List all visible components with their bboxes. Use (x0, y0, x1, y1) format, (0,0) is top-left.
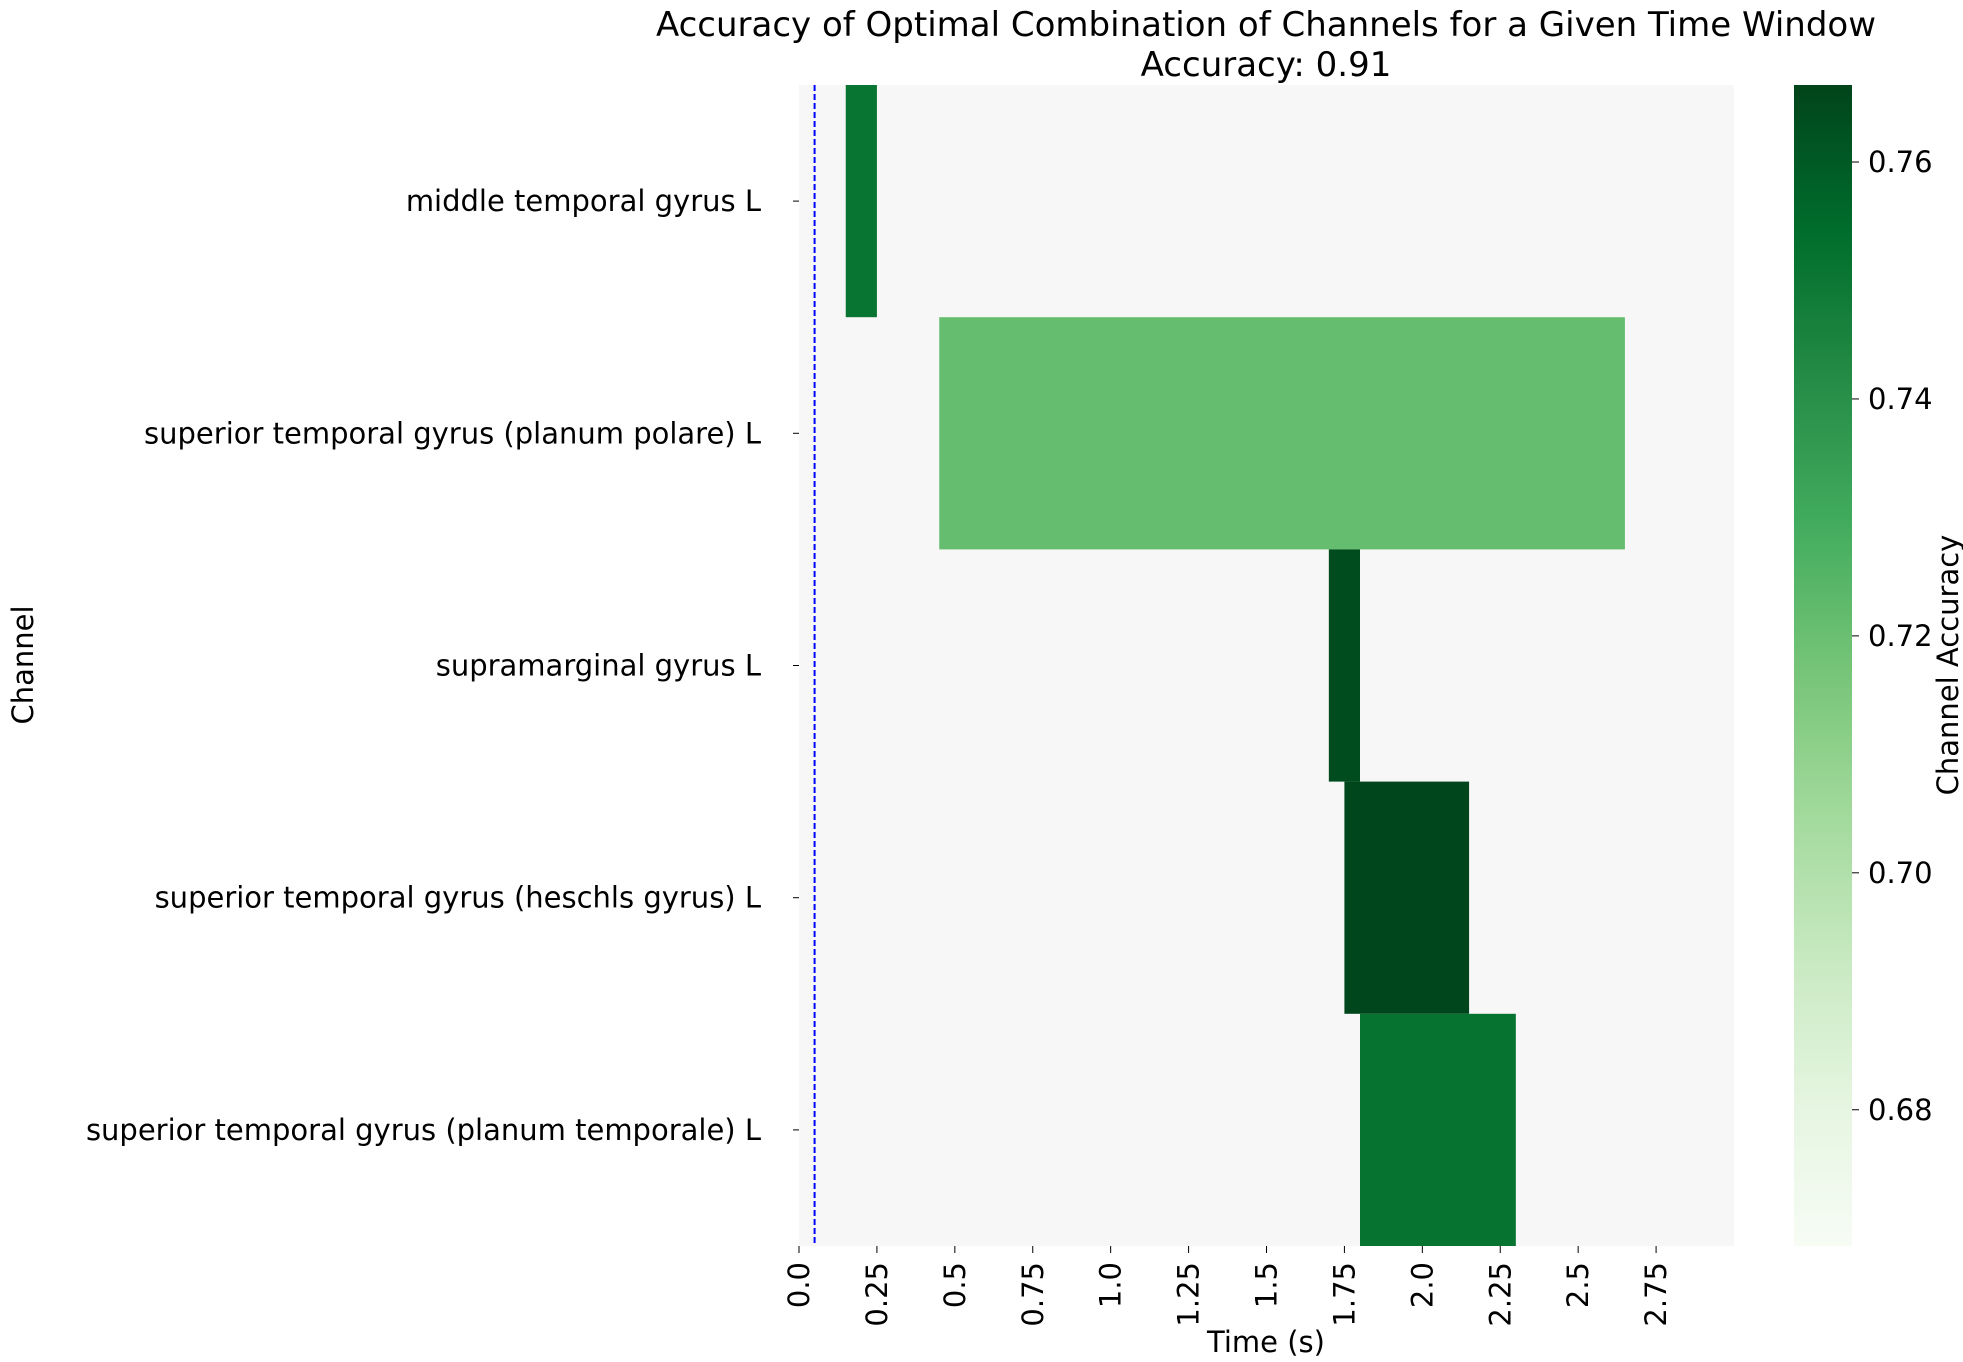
y-tick-label: superior temporal gyrus (planum temporal… (86, 1113, 761, 1147)
x-tick-label: 2.25 (1483, 1262, 1517, 1327)
colorbar-label: Channel Accuracy (1931, 535, 1963, 796)
colorbar-tick-label: 0.76 (1868, 145, 1933, 179)
x-tick-label: 1.5 (1250, 1262, 1284, 1308)
y-axis: middle temporal gyrus L superior temporal… (86, 184, 799, 1147)
colorbar-tick-label: 0.68 (1868, 1093, 1933, 1127)
colorbar-tick-label: 0.74 (1868, 382, 1933, 416)
x-axis-label: Time (s) (1206, 1325, 1325, 1359)
y-tick-label: superior temporal gyrus (planum polare) … (144, 416, 761, 450)
x-tick-label: 0.25 (860, 1262, 894, 1327)
x-tick-label: 1.25 (1172, 1262, 1206, 1327)
heatmap-cell (845, 85, 877, 318)
x-tick-label: 0.75 (1016, 1262, 1050, 1327)
x-tick-label: 1.75 (1327, 1262, 1361, 1327)
x-tick-label: 2.5 (1561, 1262, 1595, 1308)
y-axis-label: Channel (6, 605, 40, 724)
x-axis: 0.0 0.25 0.5 0.75 1.0 1.25 1.5 1.75 2.0 2.25 2.5 2.… (782, 1246, 1673, 1327)
y-tick-label: supramarginal gyrus L (436, 649, 761, 683)
colorbar-axis: 0.68 0.70 0.72 0.74 0.76 (1852, 145, 1933, 1127)
y-tick-label: superior temporal gyrus (heschls gyrus) … (155, 881, 761, 915)
chart-title: Accuracy of Optimal Combination of Chann… (656, 5, 1876, 45)
y-tick-label: middle temporal gyrus L (406, 184, 761, 218)
colorbar-tick-label: 0.72 (1868, 619, 1933, 653)
heatmap-cell (1328, 549, 1360, 782)
heatmap-cell (1344, 781, 1470, 1014)
colorbar (1794, 85, 1852, 1246)
heatmap-cells (845, 85, 1625, 1246)
x-tick-label: 0.5 (938, 1262, 972, 1308)
x-tick-label: 1.0 (1094, 1262, 1128, 1308)
heatmap-cell (939, 317, 1625, 550)
x-tick-label: 0.0 (782, 1262, 816, 1308)
chart-subtitle: Accuracy: 0.91 (1141, 45, 1392, 85)
heatmap-cell (1360, 1013, 1516, 1246)
colorbar-tick-label: 0.70 (1868, 856, 1933, 890)
x-tick-label: 2.75 (1639, 1262, 1673, 1327)
x-tick-label: 2.0 (1405, 1262, 1439, 1308)
plot-background (799, 85, 1734, 1246)
